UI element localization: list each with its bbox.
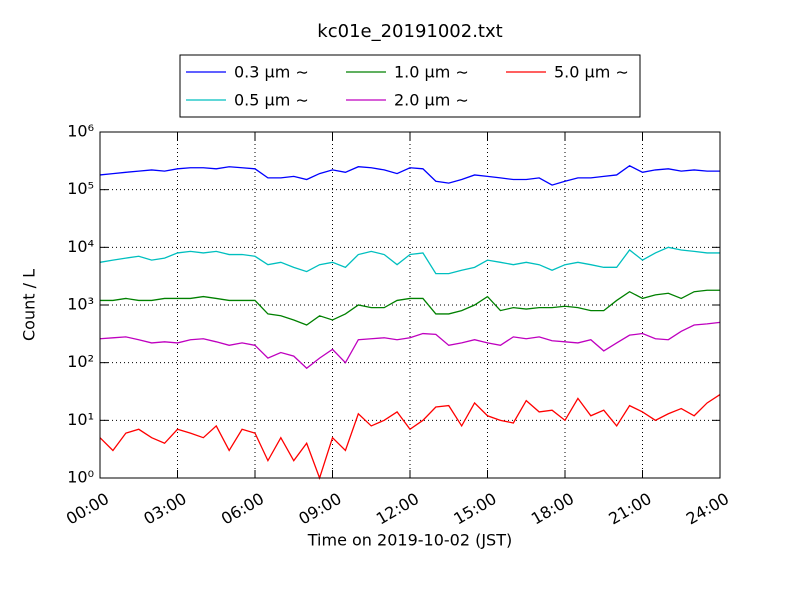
- chart-title: kc01e_20191002.txt: [317, 21, 502, 42]
- series-line: [99, 321, 721, 370]
- y-tick-label: 10⁵: [67, 179, 94, 198]
- plot-frame: [99, 131, 721, 479]
- y-tick-label: 10¹: [67, 410, 94, 429]
- y-tick-label: 10⁴: [67, 237, 94, 256]
- y-tick-label: 10²: [67, 352, 94, 371]
- y-tick-label: 10⁶: [67, 122, 94, 141]
- series-line: [100, 289, 720, 326]
- legend-box: [179, 54, 641, 118]
- x-axis-label: Time on 2019-10-02 (JST): [307, 531, 512, 550]
- y-tick-label: 10³: [67, 295, 94, 314]
- legend-label: 0.5 μm ∼: [234, 91, 309, 110]
- y-tick-label: 10⁰: [67, 468, 94, 487]
- legend-label: 0.3 μm ∼: [234, 63, 309, 82]
- legend-label: 2.0 μm ∼: [394, 91, 469, 110]
- legend-label: 5.0 μm ∼: [554, 63, 629, 82]
- legend-label: 1.0 μm ∼: [394, 63, 469, 82]
- y-axis-label: Count / L: [20, 269, 39, 341]
- series-line: [99, 164, 720, 186]
- series-line: [99, 246, 720, 275]
- series-line: [99, 394, 721, 480]
